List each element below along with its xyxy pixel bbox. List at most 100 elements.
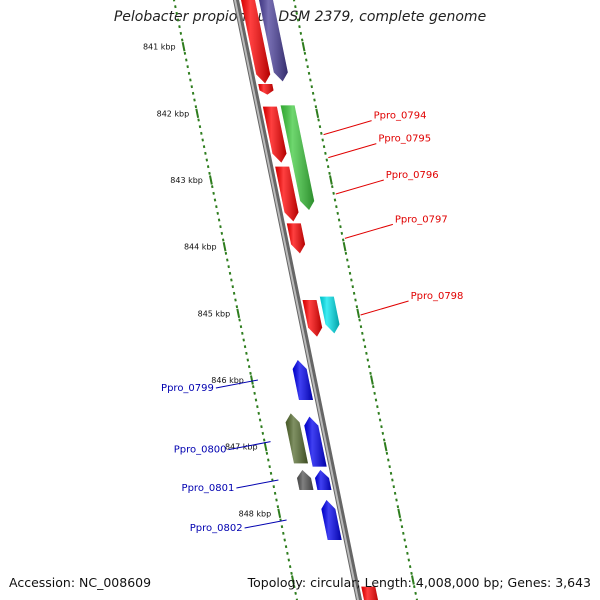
tick-left bbox=[277, 508, 282, 519]
tick-left bbox=[242, 338, 245, 342]
gene-track bbox=[240, 0, 379, 600]
gene-label[interactable]: Ppro_0795 bbox=[378, 134, 431, 145]
tick-left bbox=[213, 198, 217, 202]
tick-right bbox=[346, 258, 349, 262]
gene-arrow[interactable] bbox=[296, 470, 314, 490]
tick-left bbox=[286, 551, 289, 555]
tick-left bbox=[176, 18, 180, 22]
gene-label[interactable]: Ppro_0801 bbox=[182, 483, 235, 494]
gene-arrow[interactable] bbox=[262, 106, 287, 163]
tick-left bbox=[293, 585, 296, 589]
tick-right bbox=[351, 285, 355, 289]
tick-left bbox=[181, 41, 186, 52]
tick-left bbox=[202, 145, 206, 149]
gene-arrow[interactable] bbox=[302, 300, 323, 337]
tick-left bbox=[269, 471, 273, 475]
gene-label[interactable]: Ppro_0794 bbox=[374, 111, 427, 122]
tick-left bbox=[227, 265, 230, 269]
tick-left bbox=[178, 25, 181, 29]
tick-left bbox=[287, 558, 291, 562]
tick-left bbox=[232, 291, 236, 295]
gene-label[interactable]: Ppro_0799 bbox=[161, 383, 214, 394]
tick-right bbox=[309, 78, 312, 82]
tick-label: 842 kbp bbox=[157, 109, 190, 118]
tick-left bbox=[183, 51, 187, 55]
tick-right bbox=[413, 585, 416, 589]
tick-left bbox=[282, 531, 285, 535]
tick-left bbox=[209, 175, 213, 185]
tick-left bbox=[217, 218, 221, 222]
gene-arrow[interactable] bbox=[258, 0, 288, 82]
gene-arrow[interactable] bbox=[304, 416, 327, 467]
map-title: Pelobacter propionicus DSM 2379, complet… bbox=[113, 9, 487, 25]
tick-right bbox=[348, 271, 352, 275]
gene-label[interactable]: Ppro_0800 bbox=[174, 445, 227, 456]
gene-label[interactable]: Ppro_0802 bbox=[190, 523, 243, 534]
tick-left bbox=[197, 118, 200, 122]
gene-arrow[interactable] bbox=[275, 166, 299, 222]
tick-right bbox=[411, 575, 415, 585]
genome-backbone bbox=[232, 0, 363, 600]
tick-left bbox=[253, 391, 256, 395]
gene-arrow[interactable] bbox=[319, 296, 340, 334]
tick-right bbox=[332, 191, 335, 195]
tick-right bbox=[313, 98, 316, 102]
tick-left bbox=[234, 298, 237, 302]
tick-right bbox=[415, 598, 419, 600]
tick-left bbox=[260, 425, 263, 429]
tick-right bbox=[303, 51, 307, 55]
tick-right bbox=[331, 185, 334, 189]
tick-left bbox=[275, 498, 278, 502]
tick-right bbox=[361, 331, 364, 335]
tick-right bbox=[374, 398, 378, 402]
tick-right bbox=[296, 18, 300, 22]
label-leader bbox=[328, 143, 377, 159]
tick-left bbox=[243, 345, 247, 349]
gene-arrow[interactable] bbox=[292, 360, 313, 400]
tick-left bbox=[246, 358, 250, 362]
gene-arrow[interactable] bbox=[361, 586, 379, 600]
tick-left bbox=[263, 441, 268, 452]
tick-left bbox=[195, 108, 200, 119]
gene-label[interactable]: Ppro_0796 bbox=[386, 170, 439, 181]
tick-right bbox=[362, 338, 365, 342]
tick-right bbox=[397, 508, 402, 519]
tick-left bbox=[226, 258, 229, 262]
tick-left bbox=[190, 85, 194, 89]
tick-right bbox=[403, 538, 406, 542]
tick-left bbox=[201, 138, 204, 142]
gene-arrow[interactable] bbox=[258, 84, 274, 95]
label-leader bbox=[344, 223, 393, 239]
tick-label: 845 kbp bbox=[198, 309, 231, 318]
tick-left bbox=[187, 71, 191, 75]
tick-left bbox=[276, 505, 280, 509]
gene-arrow[interactable] bbox=[314, 470, 332, 490]
tick-left bbox=[249, 371, 252, 375]
gene-arrow[interactable] bbox=[286, 223, 306, 254]
tick-left bbox=[216, 211, 219, 215]
tick-right bbox=[370, 375, 374, 385]
accession-label: Accession: NC_008609 bbox=[9, 575, 152, 590]
tick-right bbox=[373, 391, 376, 395]
tick-right bbox=[396, 505, 400, 509]
gene-arrow[interactable] bbox=[285, 413, 308, 464]
tick-left bbox=[230, 278, 233, 282]
tick-right bbox=[369, 371, 372, 375]
tick-left bbox=[205, 158, 209, 162]
tick-right bbox=[352, 291, 356, 295]
gene-arrow[interactable] bbox=[321, 500, 342, 540]
tick-left bbox=[254, 398, 258, 402]
gene-label[interactable]: Ppro_0798 bbox=[411, 291, 464, 302]
backbone-line-highlight bbox=[233, 0, 360, 600]
tick-left bbox=[175, 11, 178, 15]
tick-label: 843 kbp bbox=[170, 176, 203, 185]
tick-left bbox=[291, 575, 295, 585]
gene-arrow[interactable] bbox=[240, 0, 271, 84]
label-leader bbox=[244, 519, 287, 529]
tick-left bbox=[258, 418, 262, 422]
gene-arrow[interactable] bbox=[280, 105, 315, 210]
gene-label[interactable]: Ppro_0797 bbox=[395, 214, 448, 225]
tick-right bbox=[320, 131, 323, 135]
tick-left bbox=[179, 31, 183, 35]
tick-left bbox=[262, 438, 266, 442]
